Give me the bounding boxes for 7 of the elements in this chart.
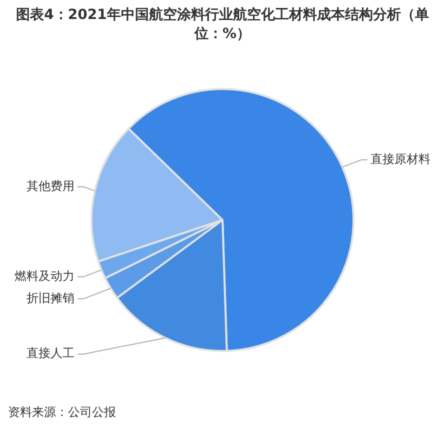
slice-label: 折旧摊销 bbox=[26, 290, 74, 305]
slice-label: 其他费用 bbox=[26, 178, 74, 193]
slice-label: 直接原材料 bbox=[370, 152, 430, 166]
slice-label: 直接人工 bbox=[26, 346, 74, 360]
text: 资料来源：公司公报 bbox=[8, 404, 116, 421]
slice-label: 燃料及动力 bbox=[14, 268, 74, 283]
chart-title: 图表4：2021年中国航空涂料行业航空化工材料成本结构分析（单位：%） bbox=[15, 6, 430, 44]
